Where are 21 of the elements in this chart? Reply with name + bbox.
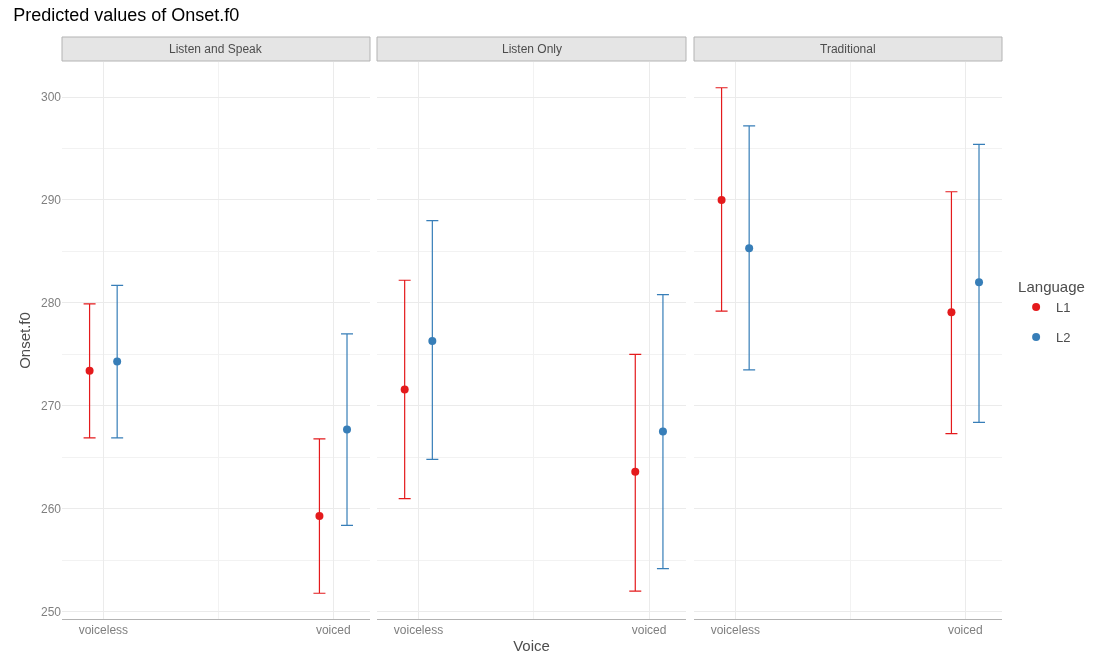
y-tick-label: 270 <box>40 399 62 414</box>
y-tick-label: 280 <box>40 296 62 311</box>
x-axis-title: Voice <box>513 637 550 655</box>
x-tick-label: voiced <box>947 623 983 638</box>
x-tick-label: voiceless <box>78 623 129 638</box>
x-tick-label: voiced <box>631 623 667 638</box>
legend-label: L2 <box>1056 330 1071 346</box>
y-tick-label: 300 <box>40 90 62 105</box>
x-tick-label: voiceless <box>710 623 761 638</box>
y-tick-label: 260 <box>40 502 62 517</box>
y-tick-label: 290 <box>40 193 62 208</box>
chart-title: Predicted values of Onset.f0 <box>13 4 240 25</box>
chart-subtitle: Listen and Speak <box>169 42 263 56</box>
x-tick-label: voiceless <box>393 623 444 638</box>
x-tick-label: voiced <box>315 623 351 638</box>
chart-subtitle: Traditional <box>820 42 876 56</box>
y-axis-title: Onset.f0 <box>16 312 34 369</box>
y-tick-label: 250 <box>40 604 62 619</box>
legend-label: L1 <box>1056 300 1071 316</box>
chart-subtitle: Listen Only <box>502 42 563 56</box>
legend-title: Language <box>1018 278 1085 296</box>
